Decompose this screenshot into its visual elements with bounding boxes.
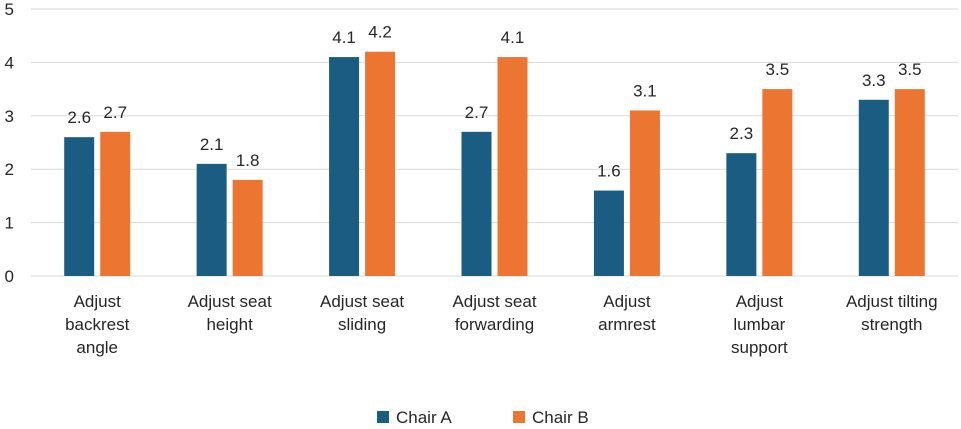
x-category-label: Adjust tilting strength	[846, 292, 938, 334]
bar-chair-a	[593, 190, 624, 276]
bar-chair-a	[329, 57, 360, 277]
bar-chair-a	[726, 153, 757, 276]
bar-chair-a	[858, 99, 889, 276]
y-tick-label: 4	[5, 53, 14, 72]
bar-chair-b	[232, 179, 263, 276]
legend-swatch	[377, 411, 389, 423]
bar-chair-b	[365, 51, 396, 276]
legend: Chair A Chair B	[377, 408, 589, 427]
x-category-label: Adjust seat sliding	[320, 292, 404, 334]
data-label: 3.5	[898, 60, 922, 79]
data-label: 4.2	[368, 23, 392, 42]
data-label: 2.7	[465, 103, 489, 122]
legend-label: Chair A	[396, 408, 452, 427]
y-tick-label: 3	[5, 107, 14, 126]
x-category-label: Adjust backrest angle	[65, 292, 130, 357]
data-label: 2.3	[730, 124, 754, 143]
x-category-label: Adjust seat height	[188, 292, 272, 334]
data-label: 4.1	[501, 28, 525, 47]
data-label: 2.6	[67, 108, 91, 127]
bar-chair-a	[196, 163, 227, 276]
bars	[64, 51, 925, 277]
x-category-label: Adjust armrest	[598, 292, 656, 334]
bar-chair-b	[497, 57, 528, 277]
y-axis-tick-labels: 0 1 2 3 4 5	[5, 0, 14, 286]
data-label: 1.8	[236, 151, 260, 170]
y-tick-label: 0	[5, 267, 14, 286]
y-tick-label: 2	[5, 160, 14, 179]
bar-chair-b	[762, 89, 793, 276]
y-tick-label: 5	[5, 0, 14, 19]
legend-swatch	[513, 411, 525, 423]
legend-label: Chair B	[532, 408, 589, 427]
data-label: 2.1	[200, 135, 224, 154]
data-label: 4.1	[332, 28, 356, 47]
data-label: 3.5	[766, 60, 790, 79]
data-label: 1.6	[597, 162, 621, 181]
gridlines	[31, 8, 958, 277]
y-tick-label: 1	[5, 214, 14, 233]
data-label: 3.3	[862, 71, 886, 90]
x-axis-category-labels: Adjust backrest angle Adjust seat height Adju…	[65, 292, 938, 357]
bar-chair-a	[64, 137, 95, 276]
x-category-label: Adjust lumbar support	[731, 292, 788, 357]
data-label: 3.1	[633, 81, 657, 100]
bar-chair-b	[629, 110, 660, 277]
bar-chair-b	[894, 89, 925, 276]
data-label: 2.7	[103, 103, 127, 122]
x-category-label: Adjust seat forwarding	[452, 292, 536, 334]
bar-chair-a	[461, 131, 492, 276]
bar-chair-b	[100, 131, 131, 276]
data-labels: 2.6 2.7 2.1 1.8 4.1 4.2 2.7 4.1 1.6 3.1 2.3 3.5 3.3 3…	[67, 23, 921, 181]
